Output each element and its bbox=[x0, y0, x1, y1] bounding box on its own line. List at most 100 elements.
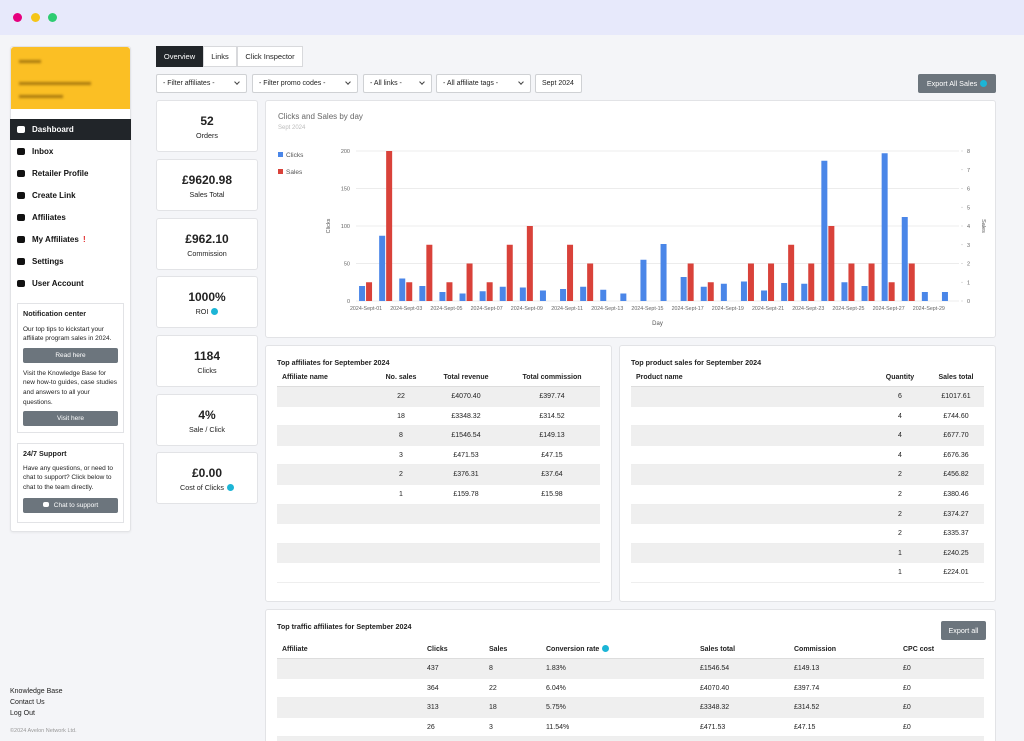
menu-icon bbox=[17, 148, 25, 155]
kpi-label: Orders bbox=[196, 131, 218, 140]
table-cell: £4070.40 bbox=[451, 393, 481, 400]
kpi-value: 1184 bbox=[193, 349, 221, 363]
table-cell: £314.52 bbox=[794, 704, 820, 712]
menu-item[interactable]: Inbox bbox=[10, 141, 131, 162]
table-row bbox=[631, 485, 984, 505]
header-label: Clicks bbox=[427, 646, 448, 653]
account-box bbox=[11, 47, 130, 109]
menu-item[interactable]: Affiliates bbox=[10, 207, 131, 228]
table-cell: 2 bbox=[898, 530, 902, 538]
window-minimize[interactable] bbox=[31, 13, 40, 22]
menu-item[interactable]: Retailer Profile bbox=[10, 163, 131, 184]
bar bbox=[399, 278, 406, 301]
button[interactable]: Visit here bbox=[23, 411, 118, 427]
menu-item[interactable]: Create Link bbox=[10, 185, 131, 206]
bar bbox=[868, 263, 875, 301]
box-title: 24/7 Support bbox=[23, 449, 67, 458]
tab[interactable]: Overview bbox=[156, 46, 203, 67]
menu-item[interactable]: Dashboard bbox=[10, 119, 131, 140]
bar bbox=[580, 286, 587, 301]
table-cell: £37.64 bbox=[541, 471, 563, 479]
table-row bbox=[277, 543, 600, 564]
kpi-label: Cost of Clicks bbox=[180, 483, 224, 492]
table-cell: £0 bbox=[903, 704, 911, 712]
kpi-card: 1000% ROI bbox=[156, 276, 258, 328]
filter[interactable]: - Filter affiliates - bbox=[156, 74, 247, 93]
table-cell: 6.04% bbox=[546, 684, 566, 692]
table-cell: 2 bbox=[898, 471, 902, 479]
table-cell: 22 bbox=[489, 684, 497, 692]
table-cell: 4 bbox=[898, 451, 902, 459]
table-row bbox=[277, 524, 600, 544]
filter[interactable]: - Filter promo codes - bbox=[252, 74, 358, 93]
tab[interactable]: Click Inspector bbox=[237, 46, 303, 67]
filter[interactable]: - All links - bbox=[363, 74, 432, 93]
footer-link[interactable]: Knowledge Base bbox=[10, 688, 63, 695]
button[interactable]: Read here bbox=[23, 347, 118, 363]
x-tick-label: 2024-Sept-03 bbox=[390, 306, 422, 312]
table-row bbox=[631, 446, 984, 466]
info-icon bbox=[226, 484, 234, 491]
filter[interactable]: Sept 2024 bbox=[535, 74, 582, 93]
footer-link[interactable]: Log Out bbox=[10, 710, 35, 717]
x-tick-label: 2024-Sept-01 bbox=[350, 306, 382, 312]
table-cell: £224.01 bbox=[943, 569, 969, 577]
bar bbox=[506, 244, 513, 301]
export-all-button[interactable]: Export all bbox=[941, 621, 986, 640]
bar bbox=[660, 244, 667, 301]
bar bbox=[680, 277, 687, 301]
menu-label: Dashboard bbox=[32, 125, 74, 134]
menu-item[interactable]: My Affiliates! bbox=[10, 229, 131, 250]
chart-subtitle: Sept 2024 bbox=[278, 125, 306, 131]
y2-tick-label: 5 bbox=[967, 205, 970, 211]
y2-tick-label: 2 bbox=[967, 262, 970, 268]
footer-link[interactable]: Contact Us bbox=[10, 699, 45, 706]
table-cell: 1.83% bbox=[546, 665, 566, 672]
kpi-value: 1000% bbox=[188, 290, 226, 304]
header-label: CPC cost bbox=[903, 646, 935, 653]
table-cell: 1 bbox=[898, 569, 902, 577]
tab[interactable]: Links bbox=[203, 46, 237, 67]
bar bbox=[821, 160, 828, 301]
table-cell: £314.52 bbox=[539, 412, 565, 420]
button-label: Chat to support bbox=[53, 502, 99, 510]
bar bbox=[720, 283, 727, 301]
table-cell: 3 bbox=[489, 723, 493, 731]
menu-icon bbox=[17, 236, 25, 243]
table-cell: 11.54% bbox=[546, 723, 570, 731]
table-cell: 1 bbox=[399, 491, 403, 498]
window-maximize[interactable] bbox=[48, 13, 57, 22]
table-cell: 6 bbox=[898, 393, 902, 400]
export-all-sales-button[interactable]: Export All Sales bbox=[918, 74, 996, 93]
table-cell: £376.31 bbox=[453, 471, 479, 479]
chat-icon bbox=[42, 502, 49, 508]
table-cell: £744.60 bbox=[943, 412, 969, 420]
table-cell: £1546.54 bbox=[451, 432, 481, 440]
bar bbox=[740, 281, 747, 301]
menu-item[interactable]: Settings bbox=[10, 251, 131, 272]
menu-badge: ! bbox=[83, 235, 86, 244]
kpi-value: 4% bbox=[198, 408, 216, 422]
table-cell: 4 bbox=[898, 412, 902, 420]
table-header-rule bbox=[277, 658, 984, 659]
table-cell: £47.15 bbox=[541, 451, 563, 459]
table-cell: 26 bbox=[427, 723, 435, 731]
menu-label: My Affiliates bbox=[32, 235, 79, 244]
chart-title: Clicks and Sales by day bbox=[278, 112, 363, 121]
menu-label: Retailer Profile bbox=[32, 169, 89, 178]
kpi-label: Clicks bbox=[197, 366, 217, 375]
filter[interactable]: - All affiliate tags - bbox=[436, 74, 531, 93]
chevron bbox=[234, 79, 240, 85]
bar bbox=[888, 282, 895, 301]
header-label: No. sales bbox=[385, 374, 417, 381]
header-label: Commission bbox=[794, 646, 837, 653]
menu-item[interactable]: User Account bbox=[10, 273, 131, 294]
button[interactable]: Chat to support bbox=[23, 498, 118, 514]
bar bbox=[486, 282, 493, 301]
x-tick-label: 2024-Sept-09 bbox=[511, 306, 543, 312]
table-row bbox=[631, 387, 984, 407]
column-header: Conversion rate bbox=[546, 641, 610, 658]
window-close[interactable] bbox=[13, 13, 22, 22]
bar bbox=[446, 282, 453, 301]
table-cell: £0 bbox=[903, 723, 911, 731]
